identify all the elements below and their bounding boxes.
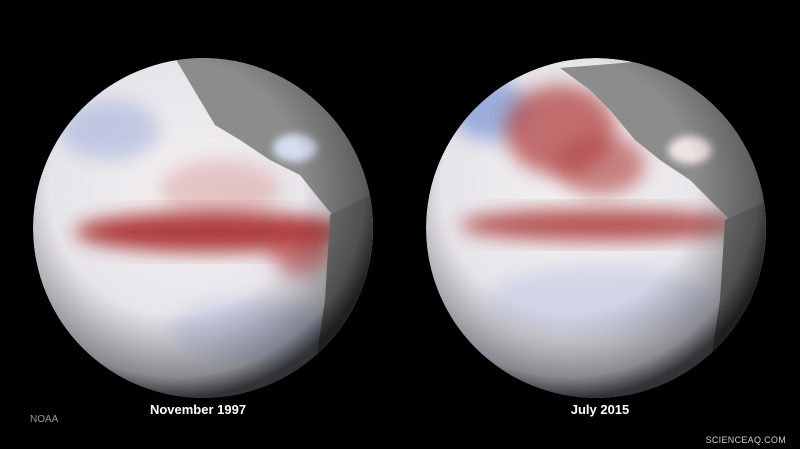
globe-1997 bbox=[33, 58, 373, 398]
globe-2015 bbox=[426, 58, 766, 398]
date-label: July 2015 bbox=[571, 402, 630, 417]
watermark: SCIENCEAQ.COM bbox=[706, 435, 786, 445]
credit: NOAA bbox=[30, 414, 59, 425]
date-label: November 1997 bbox=[150, 402, 246, 417]
